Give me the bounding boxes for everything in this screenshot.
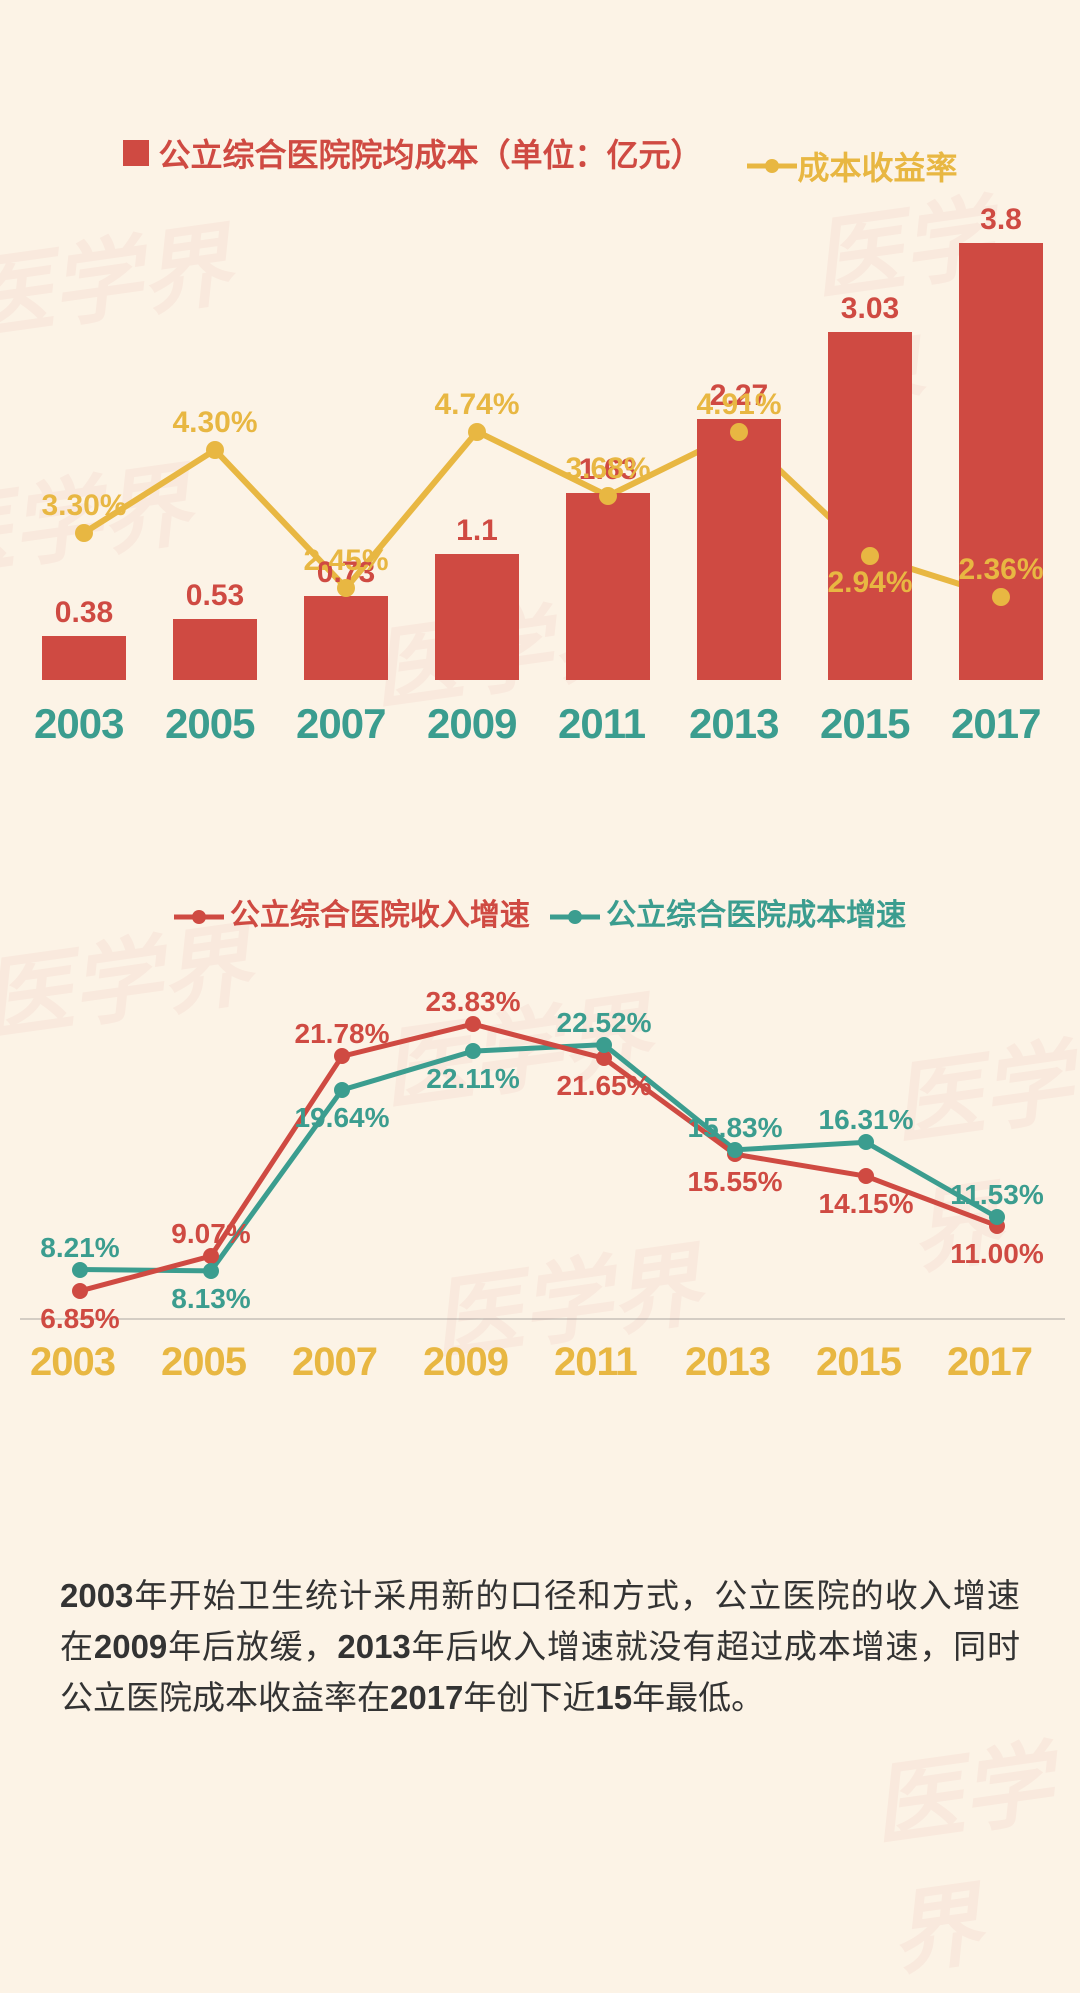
cost-point <box>858 1134 874 1150</box>
legend-teal-label: 公立综合医院成本增速 <box>606 899 906 932</box>
revenue-point <box>334 1048 350 1064</box>
yield-label: 3.68% <box>565 452 650 486</box>
cost-label: 22.52% <box>557 1007 652 1039</box>
revenue-label: 23.83% <box>426 986 521 1018</box>
year-label: 2005 <box>165 700 254 748</box>
yield-label: 4.91% <box>696 388 781 422</box>
yield-label: 4.30% <box>172 406 257 440</box>
yield-point <box>206 441 224 459</box>
yield-label: 2.45% <box>303 544 388 578</box>
text: 年最低。 <box>632 1679 764 1716</box>
bold-text: 2013 <box>337 1628 410 1665</box>
yield-label: 2.94% <box>827 566 912 600</box>
cost-point <box>596 1037 612 1053</box>
revenue-label: 14.15% <box>819 1188 914 1220</box>
bar <box>959 243 1043 680</box>
chart-cost-yield: 公立综合医院院均成本（单位：亿元） 成本收益率 0.38 3.30% 0.53 4.3… <box>0 130 1080 770</box>
yield-point <box>468 423 486 441</box>
cost-label: 8.13% <box>171 1283 250 1315</box>
revenue-label: 6.85% <box>40 1303 119 1335</box>
bar <box>828 332 912 680</box>
year-label: 2011 <box>558 700 645 748</box>
text: 年创下近 <box>463 1679 595 1716</box>
year-label: 2009 <box>427 700 516 748</box>
legend-square-icon <box>123 140 149 166</box>
yield-point <box>75 524 93 542</box>
bar <box>173 619 257 680</box>
bar-value-label: 3.03 <box>805 292 935 326</box>
cost-label: 8.21% <box>40 1232 119 1264</box>
revenue-label: 15.55% <box>688 1166 783 1198</box>
revenue-label: 11.00% <box>950 1238 1043 1270</box>
chart2-plot: 6.85%8.21%9.07%8.13%21.78%19.64%23.83%22… <box>20 990 1065 1320</box>
bold-text: 2017 <box>390 1679 463 1716</box>
year-label: 2007 <box>296 700 385 748</box>
revenue-point <box>858 1168 874 1184</box>
text: 年后放缓， <box>167 1628 337 1665</box>
year-label: 2007 <box>292 1340 377 1385</box>
cost-label: 19.64% <box>295 1102 390 1134</box>
bar <box>304 596 388 680</box>
year-label: 2015 <box>816 1340 901 1385</box>
bar-value-label: 0.38 <box>19 596 149 630</box>
cost-label: 11.53% <box>950 1179 1043 1211</box>
yield-label: 4.74% <box>434 388 519 422</box>
bar <box>435 554 519 681</box>
yield-point <box>730 423 748 441</box>
year-label: 2009 <box>423 1340 508 1385</box>
cost-point <box>465 1043 481 1059</box>
bold-text: 2009 <box>94 1628 167 1665</box>
chart1-legend: 公立综合医院院均成本（单位：亿元） 成本收益率 <box>0 130 1080 189</box>
revenue-point <box>596 1050 612 1066</box>
revenue-point <box>203 1248 219 1264</box>
cost-label: 15.83% <box>688 1112 783 1144</box>
yield-point <box>599 487 617 505</box>
bold-text: 2003 <box>60 1577 133 1614</box>
bar-value-label: 3.8 <box>936 203 1066 237</box>
chart2-line-svg <box>20 990 1065 1320</box>
year-label: 2003 <box>34 700 123 748</box>
cost-point <box>203 1263 219 1279</box>
yield-point <box>337 579 355 597</box>
cost-point <box>989 1209 1005 1225</box>
cost-label: 16.31% <box>819 1104 914 1136</box>
bar <box>697 419 781 680</box>
yield-point <box>992 588 1010 606</box>
chart1-plot: 0.383.30%0.534.30%0.732.45%1.14.74%1.633… <box>20 220 1065 680</box>
revenue-label: 21.65% <box>557 1070 652 1102</box>
bold-text: 15 <box>595 1679 632 1716</box>
legend-red-label: 公立综合医院收入增速 <box>230 899 530 932</box>
year-label: 2017 <box>947 1340 1032 1385</box>
chart-growth: 公立综合医院收入增速 公立综合医院成本增速 6.85% 8.21% 9.07% 8.1… <box>0 890 1080 1420</box>
cost-label: 22.11% <box>426 1063 519 1095</box>
legend-line-label: 成本收益率 <box>797 143 957 189</box>
legend-bar-label: 公立综合医院院均成本（单位：亿元） <box>159 130 703 176</box>
revenue-label: 9.07% <box>171 1218 250 1250</box>
year-label: 2015 <box>820 700 909 748</box>
revenue-point <box>465 1016 481 1032</box>
watermark: 医学界 <box>863 1707 1080 1992</box>
chart2-legend: 公立综合医院收入增速 公立综合医院成本增速 <box>0 890 1080 934</box>
revenue-point <box>72 1283 88 1299</box>
cost-point <box>334 1082 350 1098</box>
year-label: 2011 <box>554 1340 637 1385</box>
summary-paragraph: 2003年开始卫生统计采用新的口径和方式，公立医院的收入增速在2009年后放缓，… <box>60 1570 1020 1723</box>
revenue-label: 21.78% <box>295 1018 390 1050</box>
year-label: 2003 <box>30 1340 115 1385</box>
yield-point <box>861 547 879 565</box>
bar-value-label: 1.1 <box>412 514 542 548</box>
bar <box>566 493 650 680</box>
year-label: 2013 <box>689 700 778 748</box>
yield-label: 3.30% <box>41 489 126 523</box>
bar-value-label: 0.53 <box>150 579 280 613</box>
bar <box>42 636 126 680</box>
cost-point <box>727 1142 743 1158</box>
year-label: 2017 <box>951 700 1040 748</box>
year-label: 2005 <box>161 1340 246 1385</box>
cost-point <box>72 1262 88 1278</box>
year-label: 2013 <box>685 1340 770 1385</box>
yield-label: 2.36% <box>958 553 1043 587</box>
